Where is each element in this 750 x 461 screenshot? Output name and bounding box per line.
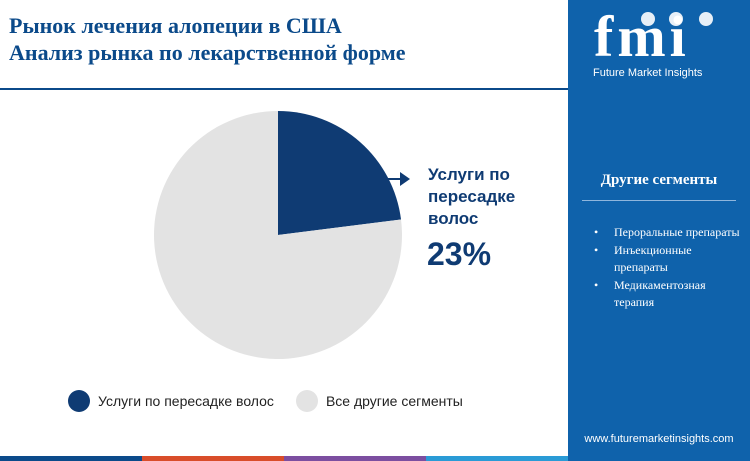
legend-swatch-other-segments (295, 390, 318, 412)
bottom-bar-segment-3 (284, 456, 426, 461)
chart-title: Рынок лечения алопеции в США Анализ рынк… (9, 12, 564, 66)
title-line-2: Анализ рынка по лекарственной форме (9, 40, 406, 65)
pie-slice-other-segments (153, 111, 402, 359)
logo-globe-icon (641, 12, 655, 26)
callout-label: Услуги по пересадке волос (428, 165, 516, 228)
chart-legend: Услуги по пересадке волос Все другие сег… (68, 390, 485, 412)
legend-item-hair-transplant: Услуги по пересадке волос (68, 390, 274, 412)
sidebar-panel: fmi Future Market Insights Другие сегмен… (568, 0, 750, 461)
legend-item-other-segments: Все другие сегменты (295, 390, 463, 412)
legend-label-hair-transplant: Услуги по пересадке волос (98, 393, 274, 409)
pie-slice-hair-transplant (278, 111, 402, 235)
logo-globe-icon-3 (699, 12, 713, 26)
sidebar-divider (582, 200, 736, 201)
legend-swatch-hair-transplant (68, 390, 90, 412)
pie-slices (153, 111, 402, 359)
logo-globe-icon-2 (669, 12, 683, 26)
segment-item-oral: Пероральные препараты (592, 224, 742, 241)
segment-item-drug-therapy: Медикаментозная терапия (592, 277, 742, 311)
bottom-bar-segment-1 (0, 456, 142, 461)
callout-arrow-head (400, 172, 410, 186)
pie-chart (153, 111, 410, 359)
fmi-logo: fmi (594, 10, 713, 62)
callout-value: 23% (427, 236, 492, 272)
title-line-1: Рынок лечения алопеции в США (9, 13, 342, 38)
segment-item-injectable: Инъекционные препараты (592, 242, 742, 276)
bottom-bar-segment-2 (142, 456, 284, 461)
bottom-color-bar (0, 456, 568, 461)
legend-label-other-segments: Все другие сегменты (325, 393, 463, 409)
other-segments-list: Пероральные препараты Инъекционные препа… (592, 224, 742, 312)
bottom-bar-segment-4 (426, 456, 568, 461)
website-link[interactable]: www.futuremarketinsights.com (584, 433, 734, 445)
other-segments-title: Другие сегменты (600, 172, 718, 188)
logo-subtitle: Future Market Insights (593, 67, 703, 79)
title-divider (0, 88, 568, 90)
